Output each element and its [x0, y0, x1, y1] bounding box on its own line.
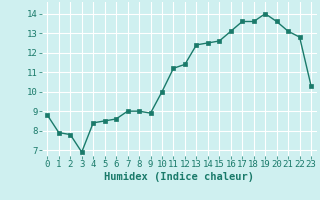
X-axis label: Humidex (Indice chaleur): Humidex (Indice chaleur)	[104, 172, 254, 182]
